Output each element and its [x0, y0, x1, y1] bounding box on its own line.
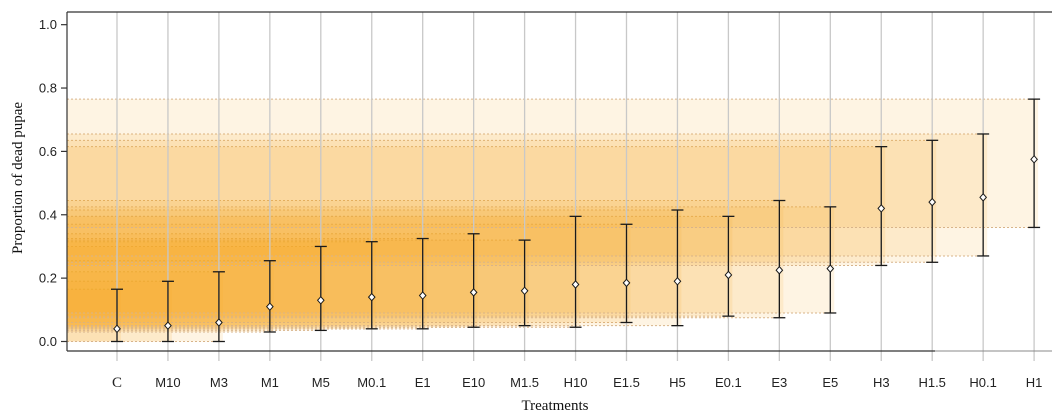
error-bars — [111, 98, 1041, 343]
point-estimate — [1030, 154, 1038, 164]
error-bar-M1.5 — [518, 239, 531, 327]
x-axis-title: Treatments — [522, 398, 589, 414]
error-bar-E1.5 — [620, 223, 633, 324]
error-bar-E3 — [773, 199, 786, 319]
point-estimate — [673, 276, 682, 286]
point-estimate — [979, 192, 988, 202]
x-tick-label: E1 — [415, 375, 431, 390]
ci-band — [67, 240, 529, 326]
point-estimate — [826, 264, 835, 273]
error-bar-M10 — [161, 280, 174, 343]
y-tick-label: 0.4 — [39, 207, 57, 222]
point-estimate — [877, 204, 886, 213]
point-estimate — [469, 288, 478, 297]
x-tick-label: E1.5 — [613, 375, 640, 390]
point-estimate — [775, 265, 784, 275]
point-estimate — [724, 270, 733, 280]
x-tick-label: M3 — [210, 375, 228, 390]
ci-band — [67, 233, 478, 328]
error-bar-E1 — [416, 237, 429, 330]
error-bar-H0.1 — [977, 133, 990, 257]
error-bar-M0.1 — [365, 241, 378, 330]
y-tick-label: 0.6 — [39, 144, 57, 159]
ci-band — [67, 140, 937, 263]
y-tick-label: 0.0 — [39, 334, 57, 349]
ci-band — [67, 271, 223, 342]
x-tick-label: H1 — [1026, 375, 1043, 390]
x-tick-label: E10 — [462, 375, 485, 390]
y-tick-label: 0.2 — [39, 271, 57, 286]
error-bar-M1 — [263, 260, 276, 333]
point-estimate — [113, 324, 121, 334]
ci-band — [67, 260, 274, 332]
ci-band — [67, 133, 988, 256]
error-bar-E10 — [467, 233, 480, 328]
ci-band — [67, 210, 682, 326]
error-bar-H1.5 — [926, 139, 939, 263]
point-estimate — [571, 280, 580, 289]
ci-band — [67, 200, 784, 318]
error-bar-C — [111, 288, 123, 343]
point-estimate — [928, 197, 937, 207]
x-tick-label: H10 — [564, 375, 588, 390]
error-bar-H10 — [569, 215, 582, 328]
point-estimate — [520, 286, 529, 296]
x-tick-label: C — [112, 375, 122, 391]
y-tick-label: 0.8 — [39, 81, 57, 96]
ci-band — [67, 216, 580, 328]
x-tick-label: M10 — [155, 375, 180, 390]
point-estimate — [367, 292, 376, 302]
x-tick-label: E0.1 — [715, 375, 742, 390]
x-tick-label: M1.5 — [510, 375, 539, 390]
axes: 0.0 0.2 0.4 0.6 0.8 1.0 C M10 M3 M1 M5 M0.1 E1 E10 M1.… — [39, 11, 1052, 391]
point-estimate — [418, 291, 427, 300]
error-bar-H5 — [671, 209, 684, 327]
x-tick-label: M1 — [261, 375, 279, 390]
x-tick-label: E3 — [771, 375, 787, 390]
error-bar-H1 — [1028, 98, 1041, 229]
error-bar-M3 — [212, 271, 225, 343]
error-bar-M5 — [314, 245, 327, 332]
point-estimate — [316, 295, 325, 305]
ci-band — [67, 146, 886, 266]
ci-band — [67, 206, 835, 313]
ci-band — [67, 238, 427, 329]
x-tick-label: H3 — [873, 375, 890, 390]
confidence-bands — [67, 98, 1039, 342]
ci-band — [67, 99, 1039, 228]
x-tick-label: H1.5 — [918, 375, 945, 390]
error-bar-E5 — [824, 206, 837, 314]
x-tick-label: H5 — [669, 375, 686, 390]
error-bar-E0.1 — [722, 215, 735, 317]
ci-band — [67, 281, 172, 342]
x-tick-label: H0.1 — [969, 375, 996, 390]
point-estimate — [622, 278, 631, 288]
point-estimate — [265, 302, 274, 311]
x-tick-label: M5 — [312, 375, 330, 390]
ci-band — [67, 216, 733, 317]
x-tick-label: E5 — [822, 375, 838, 390]
error-bar-H3 — [875, 145, 888, 267]
x-tick-label: M0.1 — [357, 375, 386, 390]
point-estimate — [215, 318, 223, 327]
y-tick-label: 1.0 — [39, 17, 57, 32]
ci-band — [67, 224, 631, 323]
y-axis-title: Proportion of dead pupae — [10, 102, 26, 254]
ci-band — [67, 289, 121, 342]
point-estimate — [164, 321, 172, 331]
